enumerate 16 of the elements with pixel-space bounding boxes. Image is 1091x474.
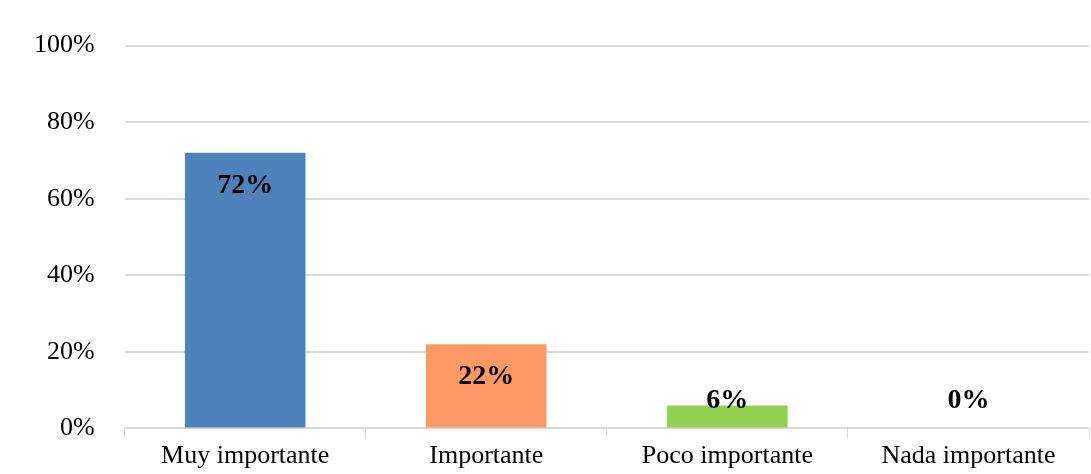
bar [184, 152, 306, 428]
data-label: 0% [947, 382, 990, 414]
x-tick-label: Importante [429, 439, 544, 469]
y-tick-label: 20% [46, 335, 95, 365]
y-tick-label: 100% [33, 29, 95, 59]
bar [426, 344, 547, 428]
x-tick-label: Muy importante [161, 439, 330, 469]
data-label: 72% [217, 168, 274, 200]
y-tick-label: 0% [59, 412, 95, 442]
y-tick-label: 40% [46, 259, 95, 289]
data-label: 6% [706, 382, 749, 414]
y-tick-label: 60% [46, 182, 95, 212]
data-label: 22% [458, 359, 515, 391]
x-tick-label: Nada importante [881, 439, 1056, 469]
y-tick-label: 80% [46, 105, 95, 135]
x-tick-label: Poco importante [641, 439, 813, 469]
